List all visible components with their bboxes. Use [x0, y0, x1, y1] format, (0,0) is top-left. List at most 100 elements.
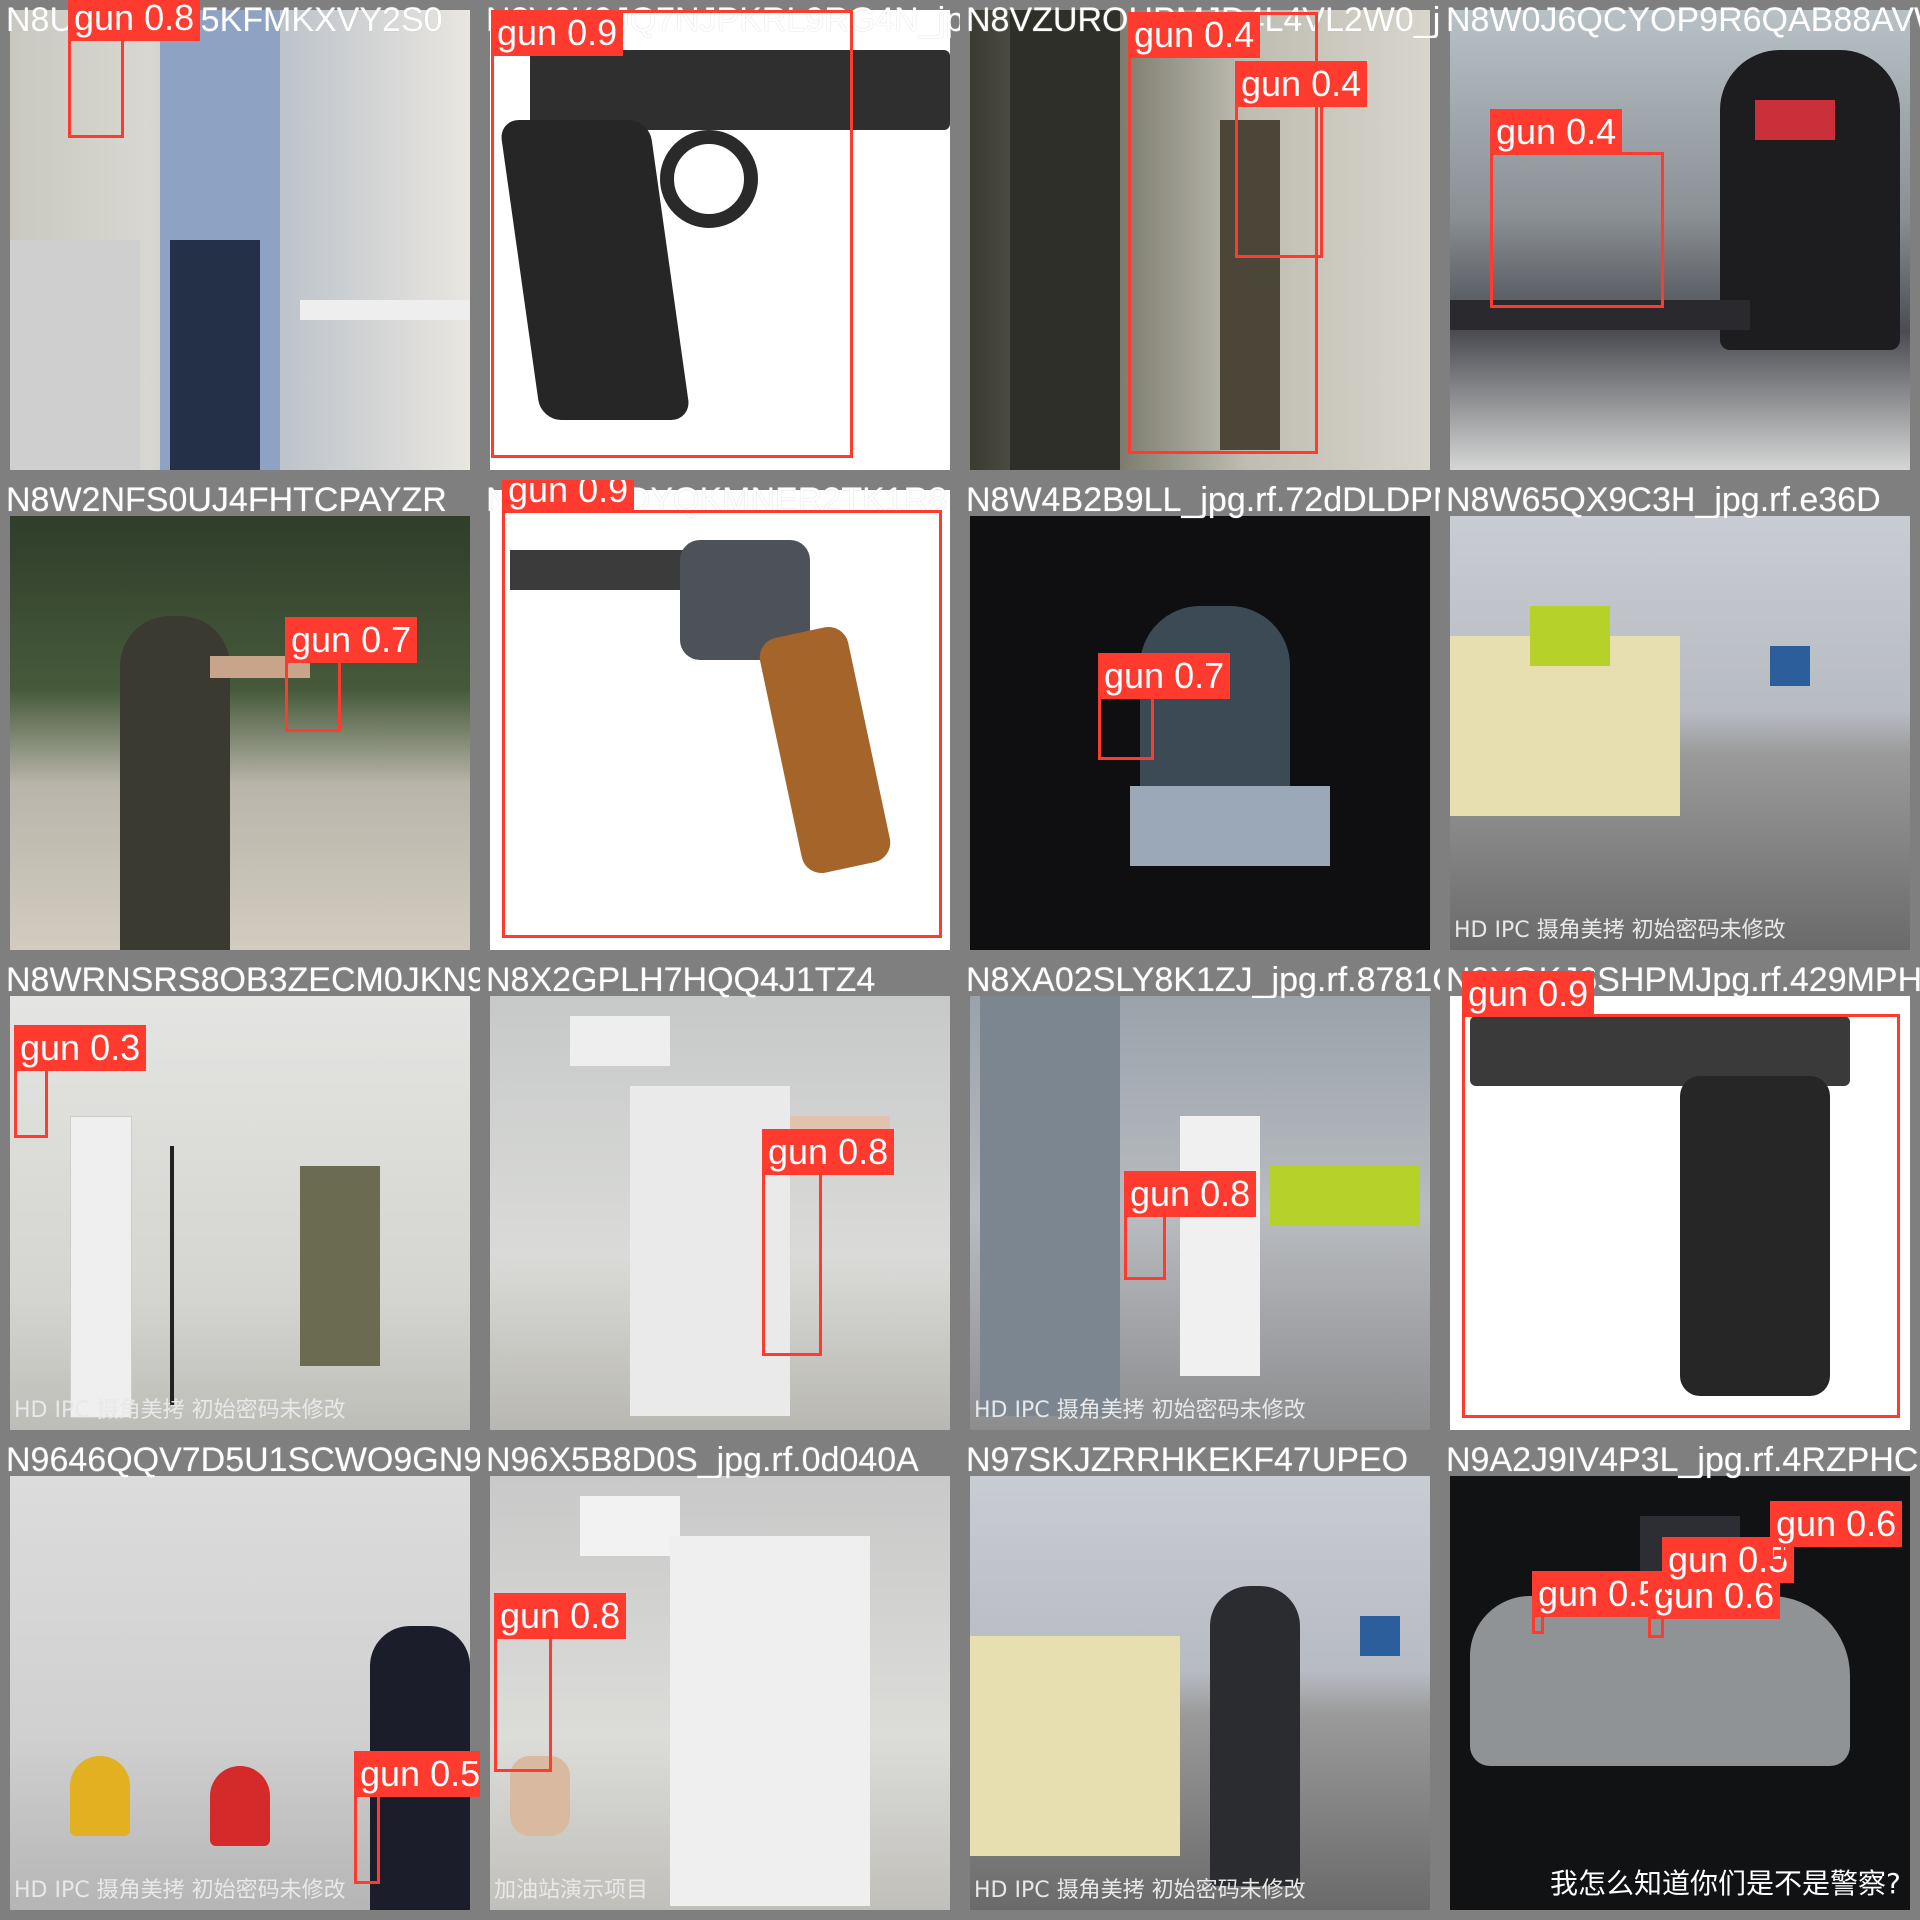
detection-box: gun 0.7	[1098, 653, 1231, 760]
scene-photo	[970, 516, 1430, 950]
tile-filename: N9A2J9IV4P3L_jpg.rf.4RZPHC	[1446, 1441, 1919, 1479]
detection-box: gun 0.9	[1462, 971, 1900, 1418]
detection-box: gun 0.4	[1490, 109, 1664, 308]
tile-7: N8W4B2B9LL_jpg.rf.72dDLDPNAH gun 0.7	[960, 480, 1440, 960]
detection-label: gun 0.6	[1770, 1501, 1903, 1547]
detection-label: gun 0.4	[1128, 12, 1261, 58]
tile-filename: N9646QQV7D5U1SCWO9GN9GLVM	[6, 1441, 480, 1479]
tile-9: N8WRNSRS8OB3ZECM0JKN9EZ6 gun 0.3 HD IPC …	[0, 960, 480, 1440]
camera-watermark: HD IPC 摄角美拷 初始密码未修改	[974, 1878, 1306, 1903]
detection-label: gun 0.8	[494, 1593, 627, 1639]
mask-shape	[1755, 100, 1835, 140]
detection-box: gun 0.4	[1128, 12, 1318, 454]
tile-filename: N8W4B2B9LL_jpg.rf.72dDLDPNAH	[966, 481, 1440, 519]
tripod-shape	[170, 1146, 234, 1406]
desk-left	[10, 240, 140, 470]
detection-box: gun 0.9	[502, 480, 942, 938]
tile-filename: N8WRNSRS8OB3ZECM0JKN9EZ6	[6, 961, 480, 999]
machine-shape	[300, 1166, 380, 1366]
figure-shape	[1010, 10, 1120, 470]
ceiling-light	[570, 1016, 670, 1066]
wall-shape	[670, 1536, 870, 1906]
person-shape	[1140, 606, 1290, 806]
desk-shape	[970, 1636, 1180, 1856]
tile-6: N8W3AKDYQKMNER2TK1R8 gun 0.9	[480, 480, 960, 960]
figure-shape	[1220, 120, 1280, 450]
scene-photo	[1450, 516, 1910, 950]
detection-box: gun 0.4	[1235, 61, 1368, 258]
tile-3: N8VZUROHPMJD4L4VL2W0_jpg.rf.1e63 gun 0.4…	[960, 0, 1440, 480]
tile-4: N8W0J6QCYOP9R6QAB88AVWLZHWA gun 0.4	[1440, 0, 1920, 480]
chairs-shape	[1270, 1166, 1420, 1226]
detection-box: gun 0.5	[1662, 1537, 1795, 1598]
tile-14: N96X5B8D0S_jpg.rf.0d040A gun 0.8 加油站演示项目	[480, 1440, 960, 1920]
detection-label: gun 0.9	[491, 10, 624, 56]
ceiling-light	[580, 1496, 680, 1556]
scene-photo	[970, 1476, 1430, 1910]
detection-label: gun 0.9	[1462, 971, 1595, 1017]
video-subtitle: 我怎么知道你们是不是警察?	[1550, 1867, 1901, 1900]
camera-watermark: HD IPC 摄角美拷 初始密码未修改	[14, 1878, 346, 1903]
tile-filename: N8X2GPLH7HQQ4J1TZ4	[486, 961, 876, 999]
chair-yellow	[70, 1756, 130, 1836]
scene-photo	[10, 516, 470, 950]
scene-photo	[490, 996, 950, 1430]
pistol-grip	[1680, 1076, 1830, 1396]
detection-label: gun 0.5	[1532, 1571, 1665, 1617]
person-shape	[1210, 1586, 1300, 1886]
detection-box: gun 0.9	[491, 10, 853, 458]
detection-label: gun 0.8	[1124, 1171, 1257, 1217]
detection-box: gun 0.8	[1124, 1171, 1257, 1280]
camera-watermark: 加油站演示项目	[494, 1878, 649, 1903]
pistol-slide	[1470, 1016, 1850, 1086]
chair-red	[210, 1766, 270, 1846]
tile-10: N8X2GPLH7HQQ4J1TZ4 gun 0.8	[480, 960, 960, 1440]
tile-filename: N8XA02SLY8K1ZJ_jpg.rf.8781GF	[966, 961, 1440, 999]
detection-box: gun 0.7	[285, 617, 418, 732]
tile-filename: N8W65QX9C3H_jpg.rf.e36D	[1446, 481, 1881, 519]
detection-box: gun 0.8	[762, 1129, 895, 1356]
tile-5: N8W2NFS0UJ4FHTCPAYZR gun 0.7	[0, 480, 480, 960]
tile-filename: N8W0J6QCYOP9R6QAB88AVWLZHWA	[1446, 1, 1920, 39]
person-shape	[1180, 1116, 1260, 1376]
detection-label: gun 0.8	[762, 1129, 895, 1175]
person-shape	[70, 1116, 132, 1418]
tile-16: N9A2J9IV4P3L_jpg.rf.4RZPHC gun 0.5 gun 0…	[1440, 1440, 1920, 1920]
scene-photo	[490, 10, 950, 470]
detection-label: gun 0.3	[14, 1025, 147, 1071]
detection-label: gun 0.4	[1490, 109, 1623, 155]
camera-watermark: HD IPC 摄角美拷 初始密码未修改	[974, 1398, 1306, 1423]
tile-2: N8V6K9JQ7NJPKRL9RG4N_jpg.rf.9c81 gun 0.9	[480, 0, 960, 480]
detection-box: gun 0.8	[494, 1593, 627, 1772]
pistol-slide	[530, 50, 950, 130]
detection-label: gun 0.9	[502, 480, 635, 513]
camera-watermark: HD IPC 摄角美拷 初始密码未修改	[14, 1398, 346, 1423]
desk-shape	[300, 300, 470, 320]
tile-11: N8XA02SLY8K1ZJ_jpg.rf.8781GF gun 0.8 HD …	[960, 960, 1440, 1440]
detection-box: gun 0.6	[1770, 1501, 1903, 1562]
jeans-shape	[1130, 786, 1330, 866]
detection-box: gun 0.3	[14, 1025, 147, 1138]
detection-label: gun 0.8	[68, 0, 201, 41]
tile-filename: N97SKJZRRHKEKF47UPEO	[966, 1441, 1409, 1479]
detection-box: gun 0.5	[1532, 1571, 1665, 1634]
person-legs	[170, 240, 260, 470]
tile-15: N97SKJZRRHKEKF47UPEO HD IPC 摄角美拷 初始密码未修改	[960, 1440, 1440, 1920]
tile-12: N8XGKJ6SHPMJpg.rf.429MPH gun 0.9	[1440, 960, 1920, 1440]
detection-box: gun 0.5	[354, 1751, 480, 1884]
scene-photo	[10, 10, 470, 470]
scene-photo	[10, 1476, 470, 1910]
kiosk-screen	[1770, 646, 1810, 686]
chair-shape	[1530, 606, 1610, 666]
tile-1: N8U997KUX5KFMKXVY2S0 gun 0.8	[0, 0, 480, 480]
tile-13: N9646QQV7D5U1SCWO9GN9GLVM gun 0.5 HD IPC…	[0, 1440, 480, 1920]
tile-filename: N96X5B8D0S_jpg.rf.0d040A	[486, 1441, 919, 1479]
camera-watermark: HD IPC 摄角美拷 初始密码未修改	[1454, 918, 1786, 943]
detection-box: gun 0.8	[68, 0, 201, 138]
detection-label: gun 0.7	[285, 617, 418, 663]
scene-photo	[1450, 10, 1910, 470]
kiosk-screen	[1360, 1616, 1400, 1656]
scene-photo	[1450, 996, 1910, 1430]
cabinet-shape	[980, 996, 1120, 1416]
